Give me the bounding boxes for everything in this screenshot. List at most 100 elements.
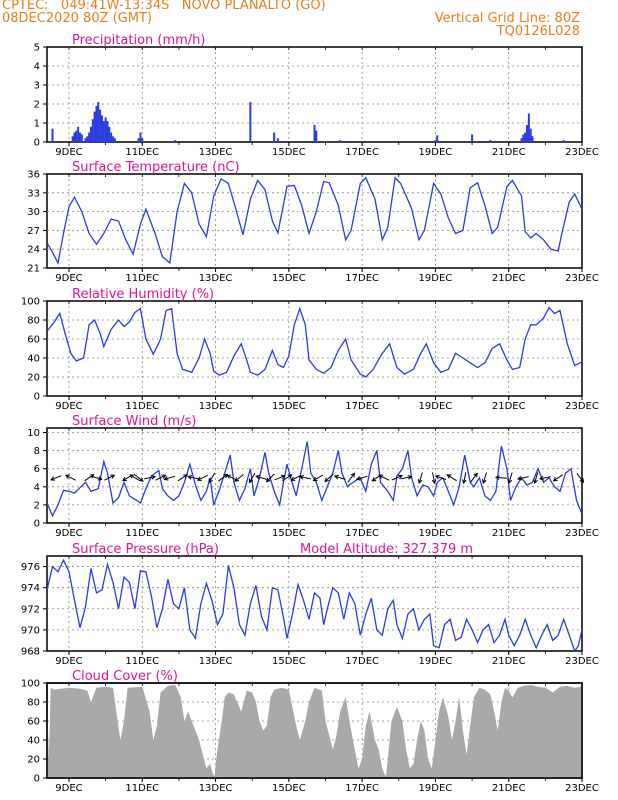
wind-arrow [324,473,334,482]
temp-ytick-label: 30 [27,207,40,218]
rh-ytick-label: 0 [34,392,40,403]
precip-bar [520,138,523,142]
wind-xtick-label: 9DEC [55,528,82,539]
precip-bar [137,138,140,142]
precip-bar [315,130,318,142]
wind-xtick-label: 21DEC [492,528,526,539]
pres-ytick-label: 972 [21,604,40,615]
precip-bar [531,136,534,142]
precip-bar [106,121,109,142]
cloud-xtick-label: 13DEC [199,783,233,794]
wind-arrow [188,476,200,480]
rh-line [47,306,582,378]
wind-arrow-head [446,474,452,479]
precip-bar [102,121,105,142]
wind-arrow-head [280,474,286,480]
wind-arrow-head [494,475,500,480]
wind-arrow-head [579,478,585,483]
wind-arrow-head [481,479,487,485]
cloud-area [47,684,582,778]
precip-bar [110,132,113,142]
precip-bar [313,124,316,142]
wind-arrow-head [265,477,271,483]
rh-xtick-label: 15DEC [272,401,306,412]
wind-ytick-label: 8 [34,446,40,457]
wind-arrow-head [287,474,293,479]
rh-xtick-label: 9DEC [55,401,82,412]
wind-arrow [553,474,564,482]
temp-ytick-label: 27 [27,226,40,237]
precip-ytick-label: 4 [34,62,40,73]
cloud-xtick-label: 23DEC [565,783,599,794]
wind-arrow-head [196,476,202,481]
precip-xtick-label: 11DEC [125,147,159,158]
wind-arrow [495,476,507,479]
pres-line [47,558,582,651]
pres-xtick-label: 19DEC [419,656,453,667]
precip-ytick-label: 1 [34,119,40,130]
precip-xtick-label: 23DEC [565,147,599,158]
pres-xtick-label: 17DEC [345,656,379,667]
rh-xtick-label: 11DEC [125,401,159,412]
wind-arrow [347,473,355,483]
wind-arrow [534,472,539,484]
wind-arrow-head [431,479,437,485]
cloud-xtick-label: 19DEC [419,783,453,794]
precip-bar [95,105,98,142]
temp-ytick-label: 33 [27,188,40,199]
wind-arrow-head [324,477,330,483]
wind-arrow [378,474,390,481]
pres-title: Surface Pressure (hPa) [72,542,219,557]
precip-xtick-label: 21DEC [492,147,526,158]
cloud-frame-top [46,682,583,779]
wind-arrow [50,475,62,481]
cloud-xtick-label: 15DEC [272,783,306,794]
wind-arrow-head [533,479,538,485]
precip-bar [249,102,252,142]
pres-ytick-label: 974 [21,583,40,594]
cloud-ytick-label: 40 [27,736,40,747]
wind-arrow-head [552,477,558,482]
pres-subtitle: Model Altitude: 327.379 m [300,542,473,557]
temp-xtick-label: 21DEC [492,273,526,284]
cloud-ytick-label: 60 [27,717,40,728]
precip-bar [562,140,565,142]
precip-bar [99,109,102,142]
wind-arrow-head [187,475,193,480]
precip-bar [113,138,116,142]
precip-bar [97,102,100,142]
precip-xtick-label: 15DEC [272,147,306,158]
pres-ytick-label: 968 [21,647,40,658]
wind-arrow [508,472,513,484]
cloud-ytick-label: 80 [27,698,40,709]
precip-xtick-label: 17DEC [345,147,379,158]
precip-bar [276,138,279,142]
wind-xtick-label: 11DEC [125,528,159,539]
wind-arrow [291,474,302,481]
wind-arrow [400,476,412,480]
wind-arrow [432,472,436,484]
pres-xtick-label: 21DEC [492,656,526,667]
temp-xtick-label: 11DEC [125,273,159,284]
precip-bar [529,128,532,142]
precip-bar [436,135,439,142]
precip-bar [104,117,107,142]
precip-title: Precipitation (mm/h) [72,33,205,48]
pres-frame [46,555,583,652]
wind-arrow [576,473,584,483]
rh-xtick-label: 19DEC [419,401,453,412]
temp-xtick-label: 13DEC [199,273,233,284]
wind-arrow-head [161,474,167,479]
pres-ytick-label: 970 [21,625,40,636]
wind-arrow [91,475,102,480]
wind-arrow [299,476,311,480]
precip-bar [524,132,527,142]
precip-bar [78,132,81,142]
wind-arrow [65,474,76,481]
wind-arrow-head [50,476,56,481]
wind-arrow [517,476,529,480]
pres-ytick-label: 976 [21,562,40,573]
rh-xtick-label: 17DEC [345,401,379,412]
temp-ytick-label: 21 [27,264,40,275]
wind-arrow-head [538,475,544,481]
